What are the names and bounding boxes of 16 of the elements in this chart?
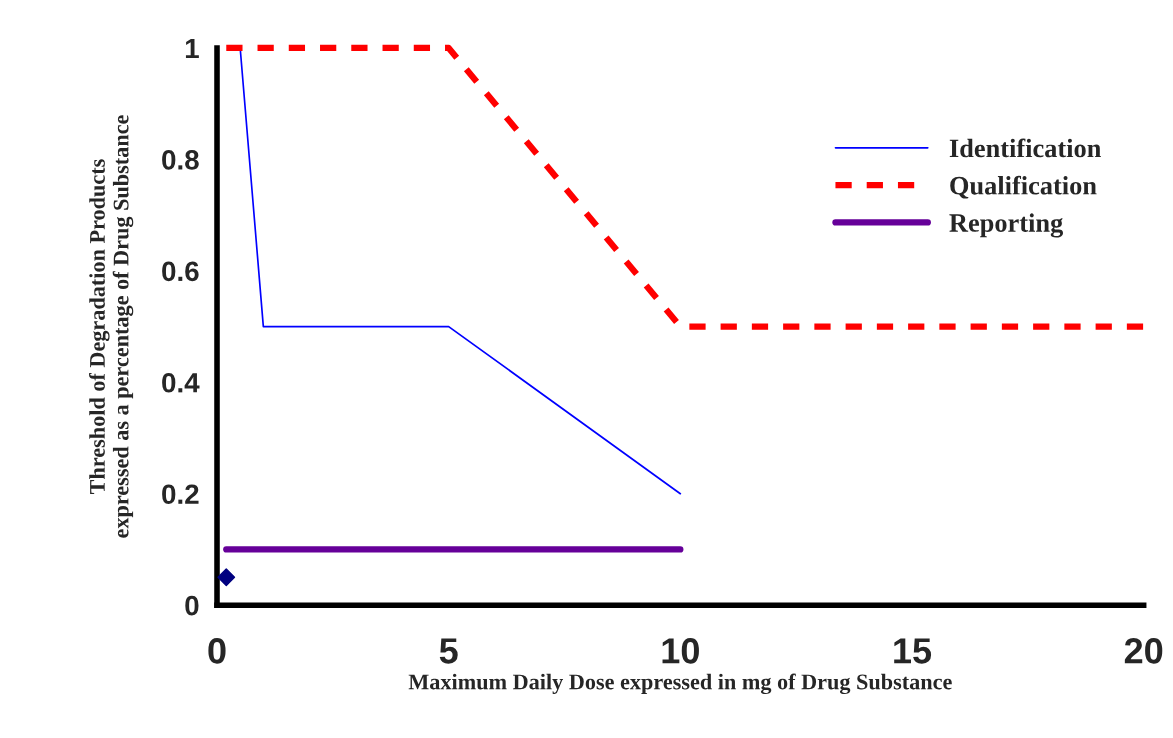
y-tick-label: 0 [185,595,199,616]
x-axis-title: Maximum Daily Dose expressed in mg of Drug Substance [408,673,952,695]
legend-label: Reporting [949,213,1064,238]
legend-label: Identification [949,138,1101,158]
x-tick-label: 20 [1124,638,1163,664]
x-tick-label: 15 [894,638,932,664]
y-tick-label: 0.6 [162,261,199,282]
y-tick-label: 1 [185,38,199,59]
y-axis-title: Threshold of Degradation Products expressed as a percentage of Drug Substance [89,115,134,538]
legend-label: Qualification [950,175,1097,199]
x-tick-label: 0 [208,638,226,664]
y-tick-label: 0.4 [162,372,200,393]
x-tick-label: 5 [439,638,458,664]
x-tick-label: 10 [662,638,699,664]
y-tick-label: 0.2 [162,484,199,505]
y-tick-label: 0.8 [162,150,199,170]
